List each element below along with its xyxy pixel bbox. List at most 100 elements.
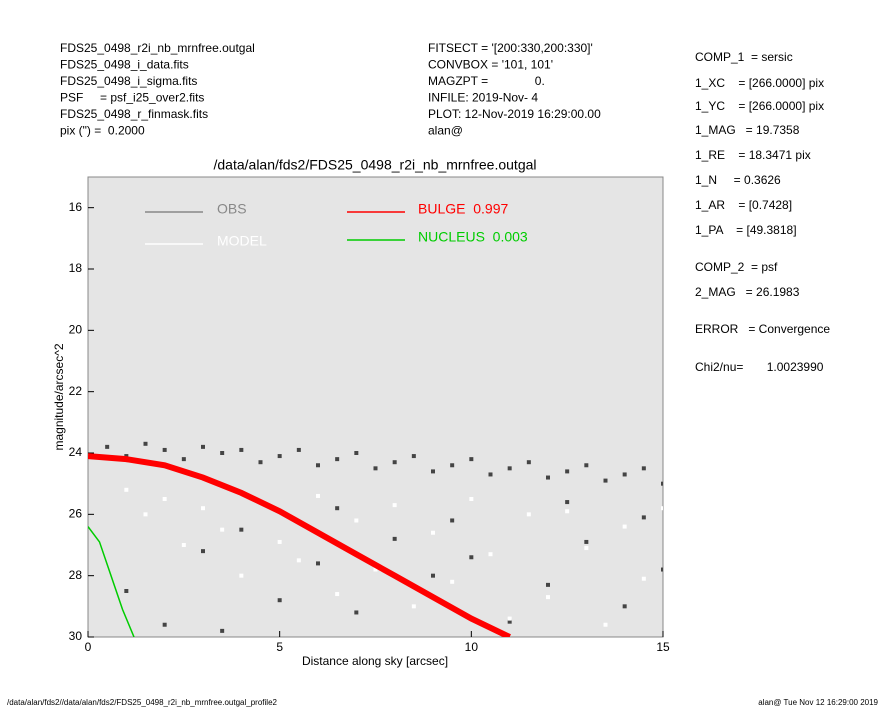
data-point [526,512,531,517]
legend-label: OBS [217,201,247,217]
y-tick-label: 24 [69,445,83,459]
y-tick-label: 20 [69,323,83,337]
x-axis-label: Distance along sky [arcsec] [302,654,448,668]
data-point [546,582,550,587]
header-left-line: FDS25_0498_r_finmask.fits [60,107,208,121]
data-point [239,447,244,452]
data-point [622,524,627,529]
data-point [450,518,455,523]
data-point [565,469,570,474]
data-point [162,497,167,501]
data-point [201,506,205,511]
data-point [469,497,474,501]
data-point [507,466,512,471]
header-left-line: FDS25_0498_i_sigma.fits [60,74,197,88]
data-point [277,454,282,459]
header-middle-line: FITSECT = '[200:330,200:330]' [428,41,593,55]
data-point [661,567,663,572]
x-tick-label: 0 [85,640,92,654]
data-point [392,503,397,508]
data-point [162,622,167,627]
data-point [603,478,608,483]
data-point [431,469,435,474]
data-point [584,463,589,468]
param-line: 1_PA = [49.3818] [695,223,797,237]
param-line: Chi2/nu= 1.0023990 [695,360,824,374]
y-tick-label: 22 [69,384,83,398]
legend-label: MODEL [217,233,267,249]
y-axis-label: magnitude/arcsec^2 [52,343,66,450]
data-point [546,595,550,600]
y-tick-label: 30 [69,629,83,643]
param-line: 1_MAG = 19.7358 [695,123,800,137]
param-line: 1_XC = [266.0000] pix [695,76,824,90]
legend-label: NUCLEUS 0.003 [418,229,528,245]
data-point [277,598,282,603]
data-point [124,487,129,492]
model-curve [88,526,135,637]
header-left-line: FDS25_0498_r2i_nb_mrnfree.outgal [60,41,255,55]
data-point [641,466,646,471]
data-point [431,530,435,535]
data-point [373,567,378,572]
data-point [143,512,148,517]
param-line: 1_AR = [0.7428] [695,198,792,212]
legend-label: BULGE 0.997 [418,201,508,217]
data-point [392,460,397,465]
data-point [622,604,627,609]
data-point [220,527,225,532]
data-point [641,576,646,581]
data-point [603,622,608,627]
data-point [488,552,493,557]
data-point [201,549,205,554]
data-point [239,573,244,578]
footer-left: /data/alan/fds2//data/alan/fds2/FDS25_04… [7,698,278,707]
data-point [565,509,570,514]
header-middle-line: INFILE: 2019-Nov- 4 [428,91,538,105]
header-left-line: pix (") = 0.2000 [60,124,145,138]
data-point [641,515,646,520]
data-point [450,463,455,468]
data-point [392,536,397,541]
x-tick-label: 15 [656,640,670,654]
header-middle-line: CONVBOX = '101, 101' [428,58,553,72]
param-line: 1_N = 0.3626 [695,173,781,187]
data-point [411,604,416,609]
param-line: COMP_2 = psf [695,260,778,274]
data-point [450,579,455,584]
data-point [316,561,320,566]
data-point [469,457,474,462]
data-point [565,500,570,505]
data-point [335,592,340,597]
model-curve [88,453,511,637]
y-tick-label: 18 [69,261,83,275]
data-point [181,543,186,547]
header-middle-line: MAGZPT = 0. [428,74,545,88]
data-point [124,454,129,459]
data-point [354,518,359,523]
data-point [431,573,435,578]
data-point [354,610,359,615]
data-point [584,539,589,544]
data-point [162,447,167,452]
data-point [373,466,378,471]
y-tick-label: 26 [69,507,83,521]
data-point [526,460,531,465]
y-tick-label: 16 [69,200,83,214]
param-line: ERROR = Convergence [695,322,830,336]
data-point [354,451,359,455]
param-line: 2_MAG = 26.1983 [695,285,800,299]
data-point [277,539,282,544]
data-point [335,457,340,462]
data-point [316,493,320,498]
data-point [220,628,225,633]
data-point [316,463,320,468]
data-point [143,441,148,446]
data-point [181,457,186,462]
data-point [622,472,627,477]
plot-area [87,176,664,638]
data-point [507,616,512,621]
data-point [488,472,493,477]
data-point [201,444,205,449]
header-middle-line: alan@ [428,124,463,138]
